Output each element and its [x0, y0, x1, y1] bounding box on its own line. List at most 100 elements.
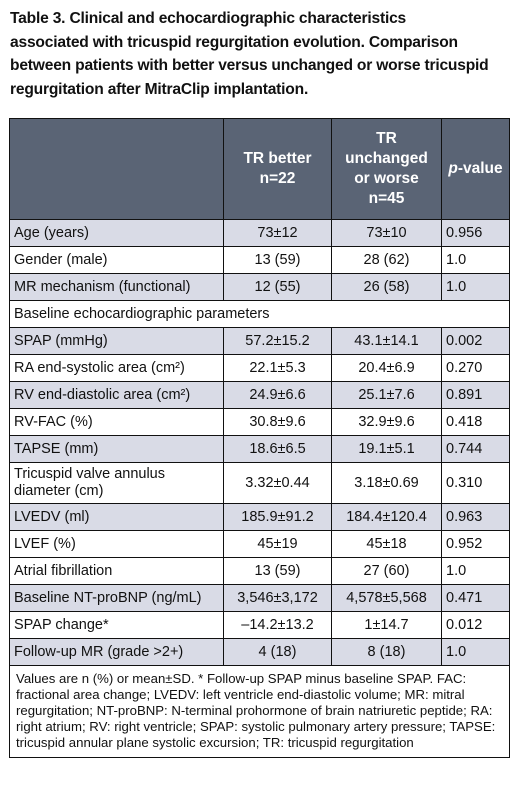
- cell-p-value: 0.002: [441, 327, 510, 355]
- header-text: or worse: [354, 170, 419, 187]
- header-tr-unchanged-worse: TR unchanged or worse n=45: [331, 118, 442, 220]
- table-row: Gender (male) 13 (59) 28 (62) 1.0: [9, 246, 510, 274]
- cell-tr-better: 30.8±9.6: [223, 408, 332, 436]
- section-label: Baseline echocardiographic parameters: [9, 300, 510, 328]
- caption-line: regurgitation after MitraClip implantati…: [10, 80, 309, 98]
- cell-p-value: 0.963: [441, 503, 510, 531]
- header-text: TR better: [243, 150, 312, 167]
- caption-line: associated with tricuspid regurgitation …: [10, 33, 458, 51]
- cell-tr-unchanged: 19.1±5.1: [331, 435, 442, 463]
- row-label-line: diameter (cm): [14, 483, 104, 499]
- cell-tr-better: 45±19: [223, 530, 332, 558]
- table-row: MR mechanism (functional) 12 (55) 26 (58…: [9, 273, 510, 301]
- cell-p-value: 0.952: [441, 530, 510, 558]
- row-label-line: Tricuspid valve annulus: [14, 466, 165, 482]
- header-text: n=22: [259, 170, 296, 187]
- cell-tr-unchanged: 20.4±6.9: [331, 354, 442, 382]
- table-row: Age (years) 73±12 73±10 0.956: [9, 219, 510, 247]
- cell-tr-unchanged: 3.18±0.69: [331, 462, 442, 504]
- cell-p-value: 0.891: [441, 381, 510, 409]
- table-row: RA end-systolic area (cm²) 22.1±5.3 20.4…: [9, 354, 510, 382]
- cell-p-value: 0.270: [441, 354, 510, 382]
- header-text: unchanged: [345, 150, 428, 167]
- row-label: Baseline NT-proBNP (ng/mL): [9, 584, 224, 612]
- cell-tr-unchanged: 43.1±14.1: [331, 327, 442, 355]
- row-label: SPAP change*: [9, 611, 224, 639]
- row-label: RA end-systolic area (cm²): [9, 354, 224, 382]
- cell-p-value: 0.012: [441, 611, 510, 639]
- row-label: TAPSE (mm): [9, 435, 224, 463]
- table-footnote: Values are n (%) or mean±SD. * Follow-up…: [9, 665, 510, 758]
- row-label: MR mechanism (functional): [9, 273, 224, 301]
- cell-tr-unchanged: 27 (60): [331, 557, 442, 585]
- cell-tr-better: 57.2±15.2: [223, 327, 332, 355]
- header-tr-better: TR better n=22: [223, 118, 332, 220]
- header-text: p: [448, 160, 458, 177]
- table-row: Baseline NT-proBNP (ng/mL) 3,546±3,172 4…: [9, 584, 510, 612]
- footnote-row: Values are n (%) or mean±SD. * Follow-up…: [9, 665, 510, 758]
- cell-p-value: 1.0: [441, 273, 510, 301]
- cell-tr-better: 13 (59): [223, 557, 332, 585]
- cell-tr-unchanged: 26 (58): [331, 273, 442, 301]
- table-row: TAPSE (mm) 18.6±6.5 19.1±5.1 0.744: [9, 435, 510, 463]
- cell-tr-unchanged: 25.1±7.6: [331, 381, 442, 409]
- row-label: Tricuspid valve annulus diameter (cm): [9, 462, 224, 504]
- row-label: Follow-up MR (grade >2+): [9, 638, 224, 666]
- table-row: LVEDV (ml) 185.9±91.2 184.4±120.4 0.963: [9, 503, 510, 531]
- table-row: LVEF (%) 45±19 45±18 0.952: [9, 530, 510, 558]
- header-p-value: p-value: [441, 118, 510, 220]
- cell-tr-unchanged: 8 (18): [331, 638, 442, 666]
- cell-p-value: 0.744: [441, 435, 510, 463]
- cell-p-value: 1.0: [441, 638, 510, 666]
- cell-tr-unchanged: 184.4±120.4: [331, 503, 442, 531]
- section-row: Baseline echocardiographic parameters: [9, 300, 510, 328]
- row-label: LVEF (%): [9, 530, 224, 558]
- data-table: TR better n=22 TR unchanged or worse n=4…: [9, 118, 510, 758]
- row-label: SPAP (mmHg): [9, 327, 224, 355]
- caption-line: Table 3. Clinical and echocardiographic …: [10, 10, 407, 27]
- cell-tr-better: 22.1±5.3: [223, 354, 332, 382]
- row-label: LVEDV (ml): [9, 503, 224, 531]
- header-text: TR: [376, 130, 397, 147]
- cell-tr-unchanged: 1±14.7: [331, 611, 442, 639]
- cell-tr-better: 185.9±91.2: [223, 503, 332, 531]
- cell-tr-better: 13 (59): [223, 246, 332, 274]
- table-row: Follow-up MR (grade >2+) 4 (18) 8 (18) 1…: [9, 638, 510, 666]
- table-row: SPAP (mmHg) 57.2±15.2 43.1±14.1 0.002: [9, 327, 510, 355]
- header-cell-empty: [9, 118, 224, 220]
- row-label: Atrial fibrillation: [9, 557, 224, 585]
- cell-p-value: 1.0: [441, 557, 510, 585]
- header-text: -value: [457, 160, 503, 177]
- caption-line: between patients with better versus unch…: [10, 57, 489, 74]
- cell-tr-unchanged: 32.9±9.6: [331, 408, 442, 436]
- row-label: Gender (male): [9, 246, 224, 274]
- cell-tr-better: 12 (55): [223, 273, 332, 301]
- cell-tr-unchanged: 73±10: [331, 219, 442, 247]
- table-caption: Table 3. Clinical and echocardiographic …: [10, 7, 515, 101]
- cell-tr-better: 18.6±6.5: [223, 435, 332, 463]
- cell-tr-unchanged: 4,578±5,568: [331, 584, 442, 612]
- cell-tr-unchanged: 45±18: [331, 530, 442, 558]
- cell-p-value: 0.310: [441, 462, 510, 504]
- cell-tr-better: 3.32±0.44: [223, 462, 332, 504]
- cell-tr-better: 24.9±6.6: [223, 381, 332, 409]
- table-row: SPAP change* –14.2±13.2 1±14.7 0.012: [9, 611, 510, 639]
- cell-tr-better: 4 (18): [223, 638, 332, 666]
- row-label: RV-FAC (%): [9, 408, 224, 436]
- cell-tr-better: 3,546±3,172: [223, 584, 332, 612]
- row-label: RV end-diastolic area (cm²): [9, 381, 224, 409]
- cell-p-value: 0.956: [441, 219, 510, 247]
- table-header-row: TR better n=22 TR unchanged or worse n=4…: [9, 118, 510, 220]
- table-row: Atrial fibrillation 13 (59) 27 (60) 1.0: [9, 557, 510, 585]
- cell-tr-better: 73±12: [223, 219, 332, 247]
- cell-p-value: 1.0: [441, 246, 510, 274]
- header-text: n=45: [368, 190, 405, 207]
- table-row: Tricuspid valve annulus diameter (cm) 3.…: [9, 462, 510, 504]
- cell-p-value: 0.418: [441, 408, 510, 436]
- cell-p-value: 0.471: [441, 584, 510, 612]
- cell-tr-better: –14.2±13.2: [223, 611, 332, 639]
- table-row: RV end-diastolic area (cm²) 24.9±6.6 25.…: [9, 381, 510, 409]
- table-row: RV-FAC (%) 30.8±9.6 32.9±9.6 0.418: [9, 408, 510, 436]
- row-label: Age (years): [9, 219, 224, 247]
